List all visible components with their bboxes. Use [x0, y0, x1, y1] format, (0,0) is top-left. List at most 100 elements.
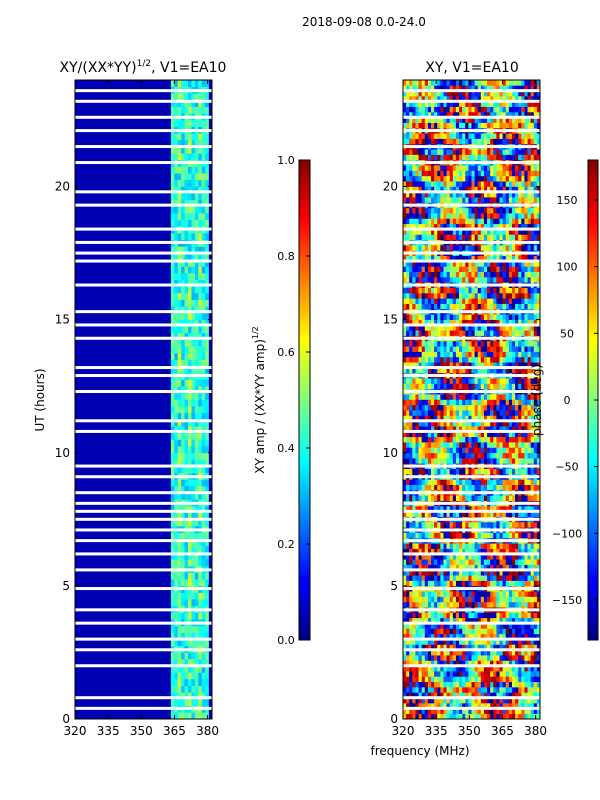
- phase-cell: [412, 580, 416, 587]
- phase-cell: [505, 367, 510, 374]
- phase-cell: [455, 426, 460, 432]
- phase-cell: [406, 532, 410, 539]
- phase-cell: [499, 266, 503, 272]
- colorbar-segment: [299, 464, 310, 469]
- phase-cell: [409, 681, 413, 688]
- phase-cell: [437, 351, 441, 358]
- phase-cell: [487, 351, 491, 358]
- phase-cell: [406, 543, 410, 549]
- phase-cell: [487, 532, 491, 539]
- phase-cell: [443, 575, 447, 581]
- phase-cell: [427, 431, 432, 438]
- phase-cell: [449, 703, 454, 709]
- phase-cell: [524, 580, 528, 587]
- phase-cell: [505, 447, 510, 454]
- amplitude-cell: [181, 253, 185, 261]
- phase-cell: [483, 681, 488, 688]
- amplitude-cell: [194, 552, 199, 560]
- phase-cell: [406, 420, 410, 427]
- phase-cell: [530, 458, 535, 464]
- left-panel-title: XY/(XX*YY)1/2, V1=EA10: [60, 59, 227, 76]
- flagged-gap-line: [75, 475, 212, 479]
- phase-cell: [496, 298, 500, 304]
- phase-cell: [406, 314, 410, 320]
- phase-cell: [468, 591, 472, 597]
- phase-cell: [480, 532, 485, 539]
- amplitude-cell: [191, 379, 196, 387]
- phase-cell: [530, 314, 535, 320]
- phase-cell: [465, 553, 469, 560]
- amplitude-cell: [174, 712, 179, 720]
- phase-cell: [452, 399, 457, 406]
- phase-cell: [483, 612, 488, 619]
- phase-cell: [446, 532, 451, 539]
- phase-cell: [424, 649, 429, 656]
- phase-cell: [424, 495, 429, 501]
- phase-cell: [474, 676, 479, 683]
- phase-cell: [427, 351, 432, 358]
- phase-cell: [443, 601, 447, 608]
- phase-cell: [418, 346, 422, 352]
- amplitude-cell: [194, 579, 199, 587]
- phase-cell: [440, 458, 444, 464]
- amplitude-cell: [201, 299, 206, 307]
- phase-cell: [521, 511, 525, 517]
- phase-cell: [418, 277, 422, 283]
- phase-cell: [527, 591, 531, 597]
- amplitude-cell: [181, 712, 185, 720]
- phase-cell: [511, 468, 516, 475]
- colorbar-segment: [299, 544, 310, 549]
- phase-cell: [471, 511, 475, 517]
- phase-cell: [490, 442, 494, 448]
- phase-cell: [536, 633, 541, 640]
- phase-cell: [483, 314, 488, 320]
- phase-cell: [502, 644, 507, 651]
- phase-cell: [403, 655, 407, 661]
- phase-cell: [459, 692, 463, 698]
- phase-cell: [527, 601, 531, 608]
- amplitude-cell: [201, 692, 206, 700]
- phase-cell: [452, 420, 457, 427]
- amplitude-cell: [170, 133, 175, 141]
- phase-cell: [421, 612, 426, 619]
- phase-cell: [511, 271, 516, 278]
- phase-cell: [437, 394, 441, 400]
- phase-cell: [487, 410, 491, 416]
- amplitude-cell: [191, 552, 196, 560]
- phase-cell: [508, 330, 513, 336]
- phase-cell: [502, 495, 507, 501]
- phase-cell: [431, 697, 435, 704]
- phase-cell: [496, 362, 500, 368]
- amplitude-cell: [188, 266, 192, 274]
- phase-cell: [508, 655, 513, 661]
- phase-cell: [496, 367, 500, 374]
- amplitude-cell: [198, 186, 203, 194]
- amplitude-cell: [170, 665, 175, 673]
- amplitude-cell: [174, 106, 179, 114]
- phase-cell: [536, 394, 541, 400]
- amplitude-cell: [184, 93, 189, 101]
- amplitude-cell: [191, 592, 196, 600]
- phase-cell: [437, 596, 441, 603]
- flagged-gap-line: [75, 259, 212, 263]
- phase-cell: [527, 676, 531, 683]
- amplitude-cell: [174, 685, 179, 693]
- phase-cell: [449, 442, 454, 448]
- phase-cell: [480, 559, 485, 565]
- phase-cell: [471, 612, 475, 619]
- phase-cell: [440, 697, 444, 704]
- amplitude-cell: [205, 552, 209, 560]
- phase-cell: [530, 559, 535, 565]
- amplitude-cell: [170, 512, 175, 520]
- amplitude-cell: [201, 419, 206, 427]
- phase-cell: [518, 644, 522, 651]
- phase-cell: [409, 671, 413, 677]
- phase-cell: [449, 591, 454, 597]
- amplitude-cell: [174, 213, 179, 221]
- flagged-gap-line: [75, 637, 212, 641]
- amplitude-cell: [205, 206, 209, 214]
- amplitude-cell: [174, 412, 179, 420]
- phase-cell: [449, 287, 454, 294]
- phase-cell: [431, 506, 435, 512]
- amplitude-cell: [201, 366, 206, 374]
